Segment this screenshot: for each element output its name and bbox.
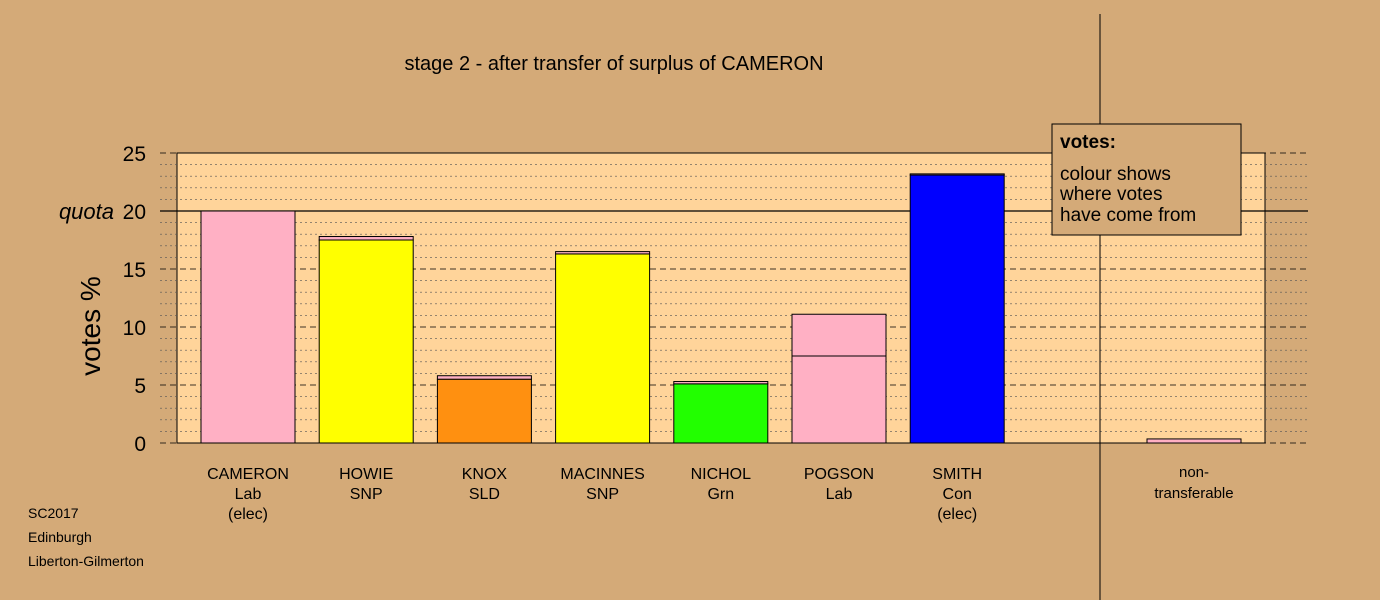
bar-segment: [673, 381, 769, 385]
bar-segment: [436, 375, 532, 380]
candidate-name: KNOX: [462, 466, 508, 483]
bar-segment: [673, 383, 769, 444]
footer-line: SC2017: [28, 505, 79, 521]
candidate-party: Grn: [707, 486, 734, 503]
bar-segment: [791, 355, 887, 444]
footer-line: Edinburgh: [28, 529, 92, 545]
legend-box: [1051, 123, 1242, 236]
candidate-name: HOWIE: [339, 466, 393, 483]
y-axis-title: votes %: [75, 276, 106, 376]
legend: votes: colour shows where votes have com…: [1051, 123, 1242, 236]
chart-title: stage 2 - after transfer of surplus of C…: [404, 53, 823, 75]
candidate-party: SNP: [350, 486, 383, 503]
bar-segment: [909, 174, 1005, 444]
bar-segment: [318, 236, 414, 241]
bar-segment: [200, 210, 296, 444]
candidate-name: POGSON: [804, 466, 874, 483]
y-tick-label: 5: [134, 375, 146, 398]
nontransferable-bar: [1146, 438, 1242, 444]
footer-line: Liberton-Gilmerton: [28, 553, 144, 569]
bar-segment: [555, 251, 651, 255]
candidate-party: SNP: [586, 486, 619, 503]
candidate-party: SLD: [469, 486, 500, 503]
y-tick-label: 0: [134, 433, 146, 456]
candidate-party: Lab: [235, 486, 262, 503]
bar-segment: [436, 378, 532, 444]
legend-line: colour shows: [1060, 164, 1171, 185]
candidate-status: (elec): [937, 506, 977, 523]
nontransferable-label: transferable: [1154, 485, 1233, 502]
bars: [200, 173, 1242, 444]
bar-segment: [909, 173, 1005, 176]
y-tick-label: 15: [123, 259, 146, 282]
footer: SC2017 Edinburgh Liberton-Gilmerton: [28, 505, 144, 569]
candidate-name: MACINNES: [560, 466, 644, 483]
legend-heading: votes:: [1060, 132, 1116, 153]
candidate-party: Con: [943, 486, 972, 503]
y-tick-label: 25: [123, 143, 146, 166]
nontransferable-label: non-: [1179, 464, 1209, 481]
y-axis: 0 5 10 15 20 25: [123, 143, 146, 456]
y-tick-label: 20: [123, 201, 146, 224]
bar-segment: [318, 239, 414, 444]
bar-segment: [555, 253, 651, 444]
y-tick-label: 10: [123, 317, 146, 340]
x-axis-labels: CAMERON Lab (elec) HOWIE SNP KNOX SLD MACINNES S…: [207, 464, 1234, 523]
bar-segment: [791, 313, 887, 357]
candidate-name: NICHOL: [691, 466, 752, 483]
candidate-name: SMITH: [932, 466, 982, 483]
candidate-status: (elec): [228, 506, 268, 523]
quota-label: quota: [59, 199, 114, 224]
legend-line: where votes: [1059, 184, 1162, 205]
legend-line: have come from: [1060, 205, 1196, 226]
candidate-name: CAMERON: [207, 466, 289, 483]
candidate-party: Lab: [826, 486, 853, 503]
